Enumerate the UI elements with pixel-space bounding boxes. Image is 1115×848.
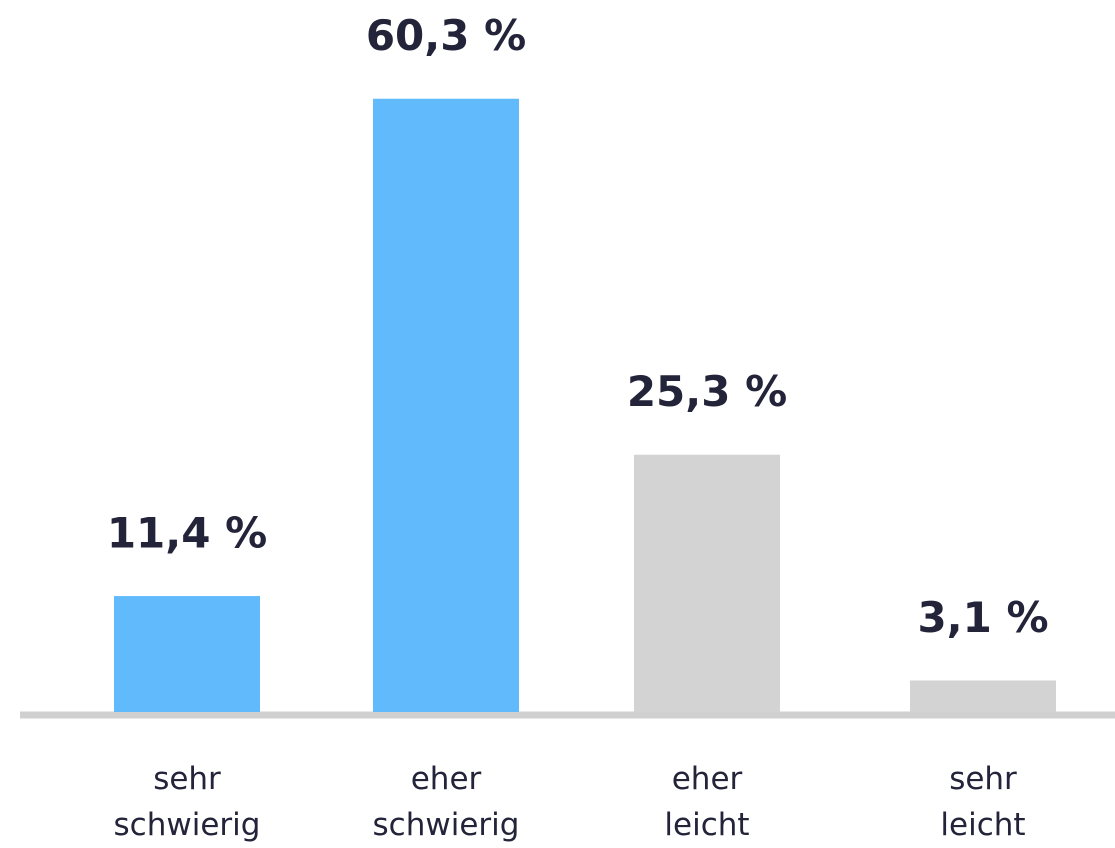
value-label: 3,1 % [917, 593, 1048, 642]
bar [373, 98, 519, 712]
value-label: 60,3 % [366, 11, 526, 60]
category-label: sehr schwierig [114, 761, 261, 843]
bar [910, 680, 1056, 712]
value-label: 25,3 % [627, 367, 787, 416]
category-label: eher schwierig [373, 761, 520, 843]
bar [114, 596, 260, 712]
category-label: eher leicht [664, 761, 749, 843]
bar [634, 454, 780, 712]
category-label: sehr leicht [940, 761, 1025, 843]
value-label: 11,4 % [107, 509, 267, 558]
